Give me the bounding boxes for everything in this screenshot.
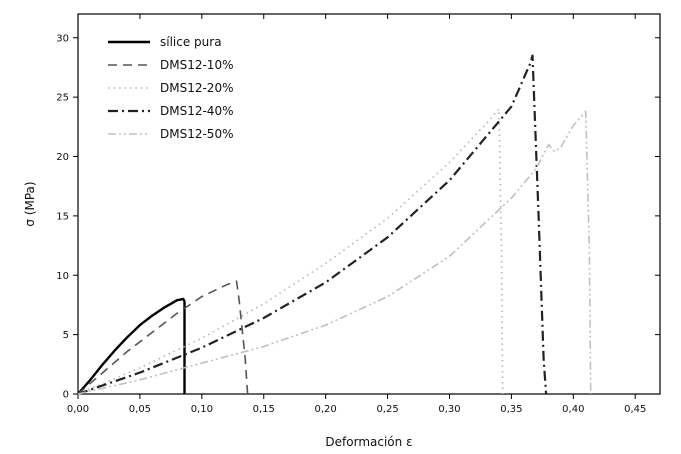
series-line-3 <box>77 54 548 396</box>
series-layer <box>77 54 592 396</box>
plot-area: 0,00 0,05 0,10 0,15 0,20 0,25 0,30 0,35 0,40 0,45… <box>56 13 661 415</box>
y-tick-label: 10 <box>56 271 69 282</box>
series-line-4 <box>77 110 592 395</box>
series-line-2 <box>77 108 504 395</box>
y-tick-label: 20 <box>56 152 69 163</box>
series-line-1 <box>77 280 249 395</box>
x-axis-label: Deformación ε <box>325 435 412 449</box>
legend-label: DMS12-10% <box>160 58 233 72</box>
x-tick-label: 0,15 <box>253 404 275 415</box>
y-tick-label: 30 <box>56 33 69 44</box>
y-tick-label: 15 <box>56 211 69 222</box>
legend-label: DMS12-20% <box>160 81 233 95</box>
y-tick-label: 5 <box>63 330 69 341</box>
legend-label: sílice pura <box>160 35 222 49</box>
legend: sílice pura DMS12-10% DMS12-20% DMS12-40% DM… <box>108 35 233 141</box>
x-tick-label: 0,40 <box>562 404 584 415</box>
x-tick-label: 0,10 <box>191 404 213 415</box>
legend-label: DMS12-40% <box>160 104 233 118</box>
y-tick-label: 0 <box>63 390 69 401</box>
x-tick-label: 0,20 <box>315 404 337 415</box>
y-axis-label: σ (MPa) <box>23 181 37 226</box>
x-tick-label: 0,00 <box>67 404 89 415</box>
y-tick-label: 25 <box>56 93 69 104</box>
plot-frame <box>77 13 661 395</box>
x-tick-label: 0,45 <box>624 404 646 415</box>
x-tick-label: 0,30 <box>438 404 460 415</box>
legend-label: DMS12-50% <box>160 127 233 141</box>
x-tick-label: 0,05 <box>129 404 151 415</box>
x-tick-label: 0,35 <box>500 404 522 415</box>
series-line-0 <box>77 297 186 395</box>
x-tick-label: 0,25 <box>376 404 398 415</box>
